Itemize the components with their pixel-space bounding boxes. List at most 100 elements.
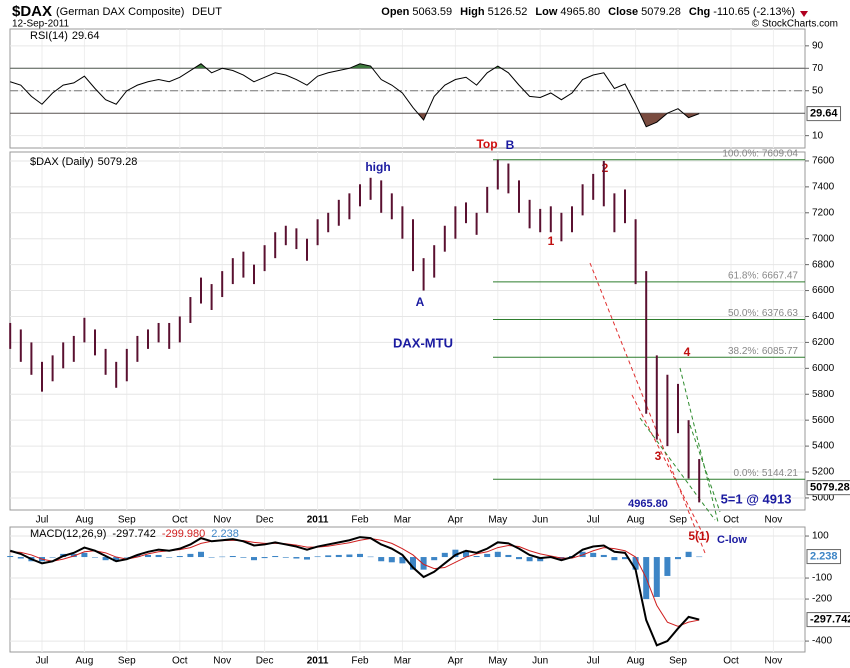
histogram-bar — [378, 557, 385, 562]
histogram-bar — [346, 554, 353, 558]
annotation: 4 — [684, 345, 691, 359]
histogram-bar — [261, 557, 268, 559]
x-tick-label: 2011 — [307, 515, 329, 526]
exchange: DEUT — [192, 6, 222, 18]
x-tick-label: Jun — [532, 656, 548, 667]
field-value: -110.65 (-2.13%) — [713, 6, 795, 18]
histogram-bar — [335, 554, 342, 558]
histogram-bar — [229, 555, 236, 558]
histogram-bar — [357, 553, 363, 558]
x-tick-label: Dec — [256, 656, 274, 667]
annotation: 2 — [602, 161, 609, 175]
field-label: Close — [608, 6, 638, 18]
down-arrow — [800, 11, 808, 17]
x-tick-label: Nov — [213, 515, 231, 526]
legend-value: 29.64 — [72, 30, 100, 42]
legend-entry: RSI(14) — [30, 30, 68, 42]
x-tick-label: Aug — [627, 656, 645, 667]
annotation: A — [416, 295, 425, 309]
histogram-bar — [208, 557, 215, 558]
y-tick-label: -400 — [812, 636, 832, 647]
histogram-bar — [431, 557, 438, 561]
source: © StockCharts.com — [752, 19, 838, 30]
histogram-bar — [102, 557, 109, 561]
trend-line — [679, 367, 719, 523]
annotation: 3 — [655, 449, 662, 463]
histogram-bar — [600, 554, 607, 558]
y-tick-label: 5400 — [812, 441, 835, 452]
histogram-bar — [251, 557, 257, 561]
histogram-bar — [420, 557, 427, 570]
x-tick-label: Jul — [36, 515, 49, 526]
y-tick-label: -100 — [812, 573, 832, 584]
y-tick-label: 7200 — [812, 207, 835, 218]
fib-label: 0.0%: 5144.21 — [734, 468, 799, 479]
histogram-bar — [92, 557, 98, 558]
histogram-bar — [696, 556, 703, 558]
histogram-bar — [219, 556, 226, 558]
x-tick-label: Jun — [532, 515, 548, 526]
y-tick-label: 5200 — [812, 467, 835, 478]
fib-label: 61.8%: 6667.47 — [728, 270, 798, 281]
fib-label: 38.2%: 6085.77 — [728, 346, 798, 357]
x-tick-label: Oct — [723, 515, 739, 526]
histogram-bar — [293, 557, 300, 559]
last-hist-box — [806, 549, 842, 565]
histogram-bar — [155, 554, 162, 558]
histogram-bar — [653, 557, 660, 597]
x-tick-label: Jul — [36, 656, 49, 667]
x-tick-label: May — [488, 515, 507, 526]
y-tick-label: 100 — [812, 531, 829, 542]
date: 12-Sep-2011 — [12, 19, 70, 30]
histogram-bar — [664, 557, 671, 576]
histogram-bar — [17, 557, 24, 559]
annotation: 1 — [548, 234, 555, 248]
histogram-bar — [240, 557, 247, 558]
y-tick-label: 50 — [812, 85, 824, 96]
field-value: 5126.52 — [488, 6, 528, 18]
annotation: C-low — [717, 534, 747, 546]
x-tick-label: Feb — [351, 515, 369, 526]
histogram-bar — [494, 551, 501, 558]
histogram-bar — [537, 557, 544, 562]
y-tick-label: 7400 — [812, 182, 835, 193]
x-tick-label: Sep — [118, 656, 136, 667]
histogram-bar — [304, 557, 310, 560]
histogram-bar — [611, 557, 618, 561]
trend-line — [631, 394, 707, 541]
x-tick-label: Sep — [669, 656, 687, 667]
field-label: Open — [381, 6, 409, 18]
trend-line — [689, 424, 721, 513]
histogram-bar — [367, 556, 374, 558]
panel-title: $DAX (Daily) — [30, 156, 94, 168]
histogram-bar — [187, 553, 194, 558]
histogram-bar — [484, 553, 491, 558]
panel-last: 5079.28 — [98, 156, 138, 168]
legend-value: -297.742 — [112, 528, 155, 540]
x-tick-label: Nov — [213, 656, 231, 667]
histogram-bar — [590, 552, 597, 558]
histogram-bar — [399, 557, 406, 564]
last-hist: 2.238 — [810, 550, 838, 562]
histogram-bar — [632, 557, 639, 570]
histogram-bar — [516, 557, 522, 560]
x-tick-label: Jul — [587, 515, 600, 526]
field-value: 4965.80 — [560, 6, 600, 18]
y-tick-label: 7000 — [812, 233, 835, 244]
y-tick-label: 70 — [812, 63, 824, 74]
x-tick-label: Aug — [76, 515, 94, 526]
field-value: 5079.28 — [641, 6, 681, 18]
annotation: DAX-MTU — [393, 335, 453, 350]
x-tick-label: Oct — [172, 515, 188, 526]
y-tick-label: 6800 — [812, 259, 835, 270]
histogram-bar — [526, 557, 533, 562]
y-tick-label: 6000 — [812, 363, 835, 374]
histogram-bar — [325, 555, 332, 558]
rsi-line — [10, 63, 700, 128]
legend-entry: MACD(12,26,9) — [30, 528, 106, 540]
histogram-bar — [176, 555, 183, 558]
x-tick-label: May — [488, 656, 507, 667]
histogram-bar — [49, 557, 56, 558]
